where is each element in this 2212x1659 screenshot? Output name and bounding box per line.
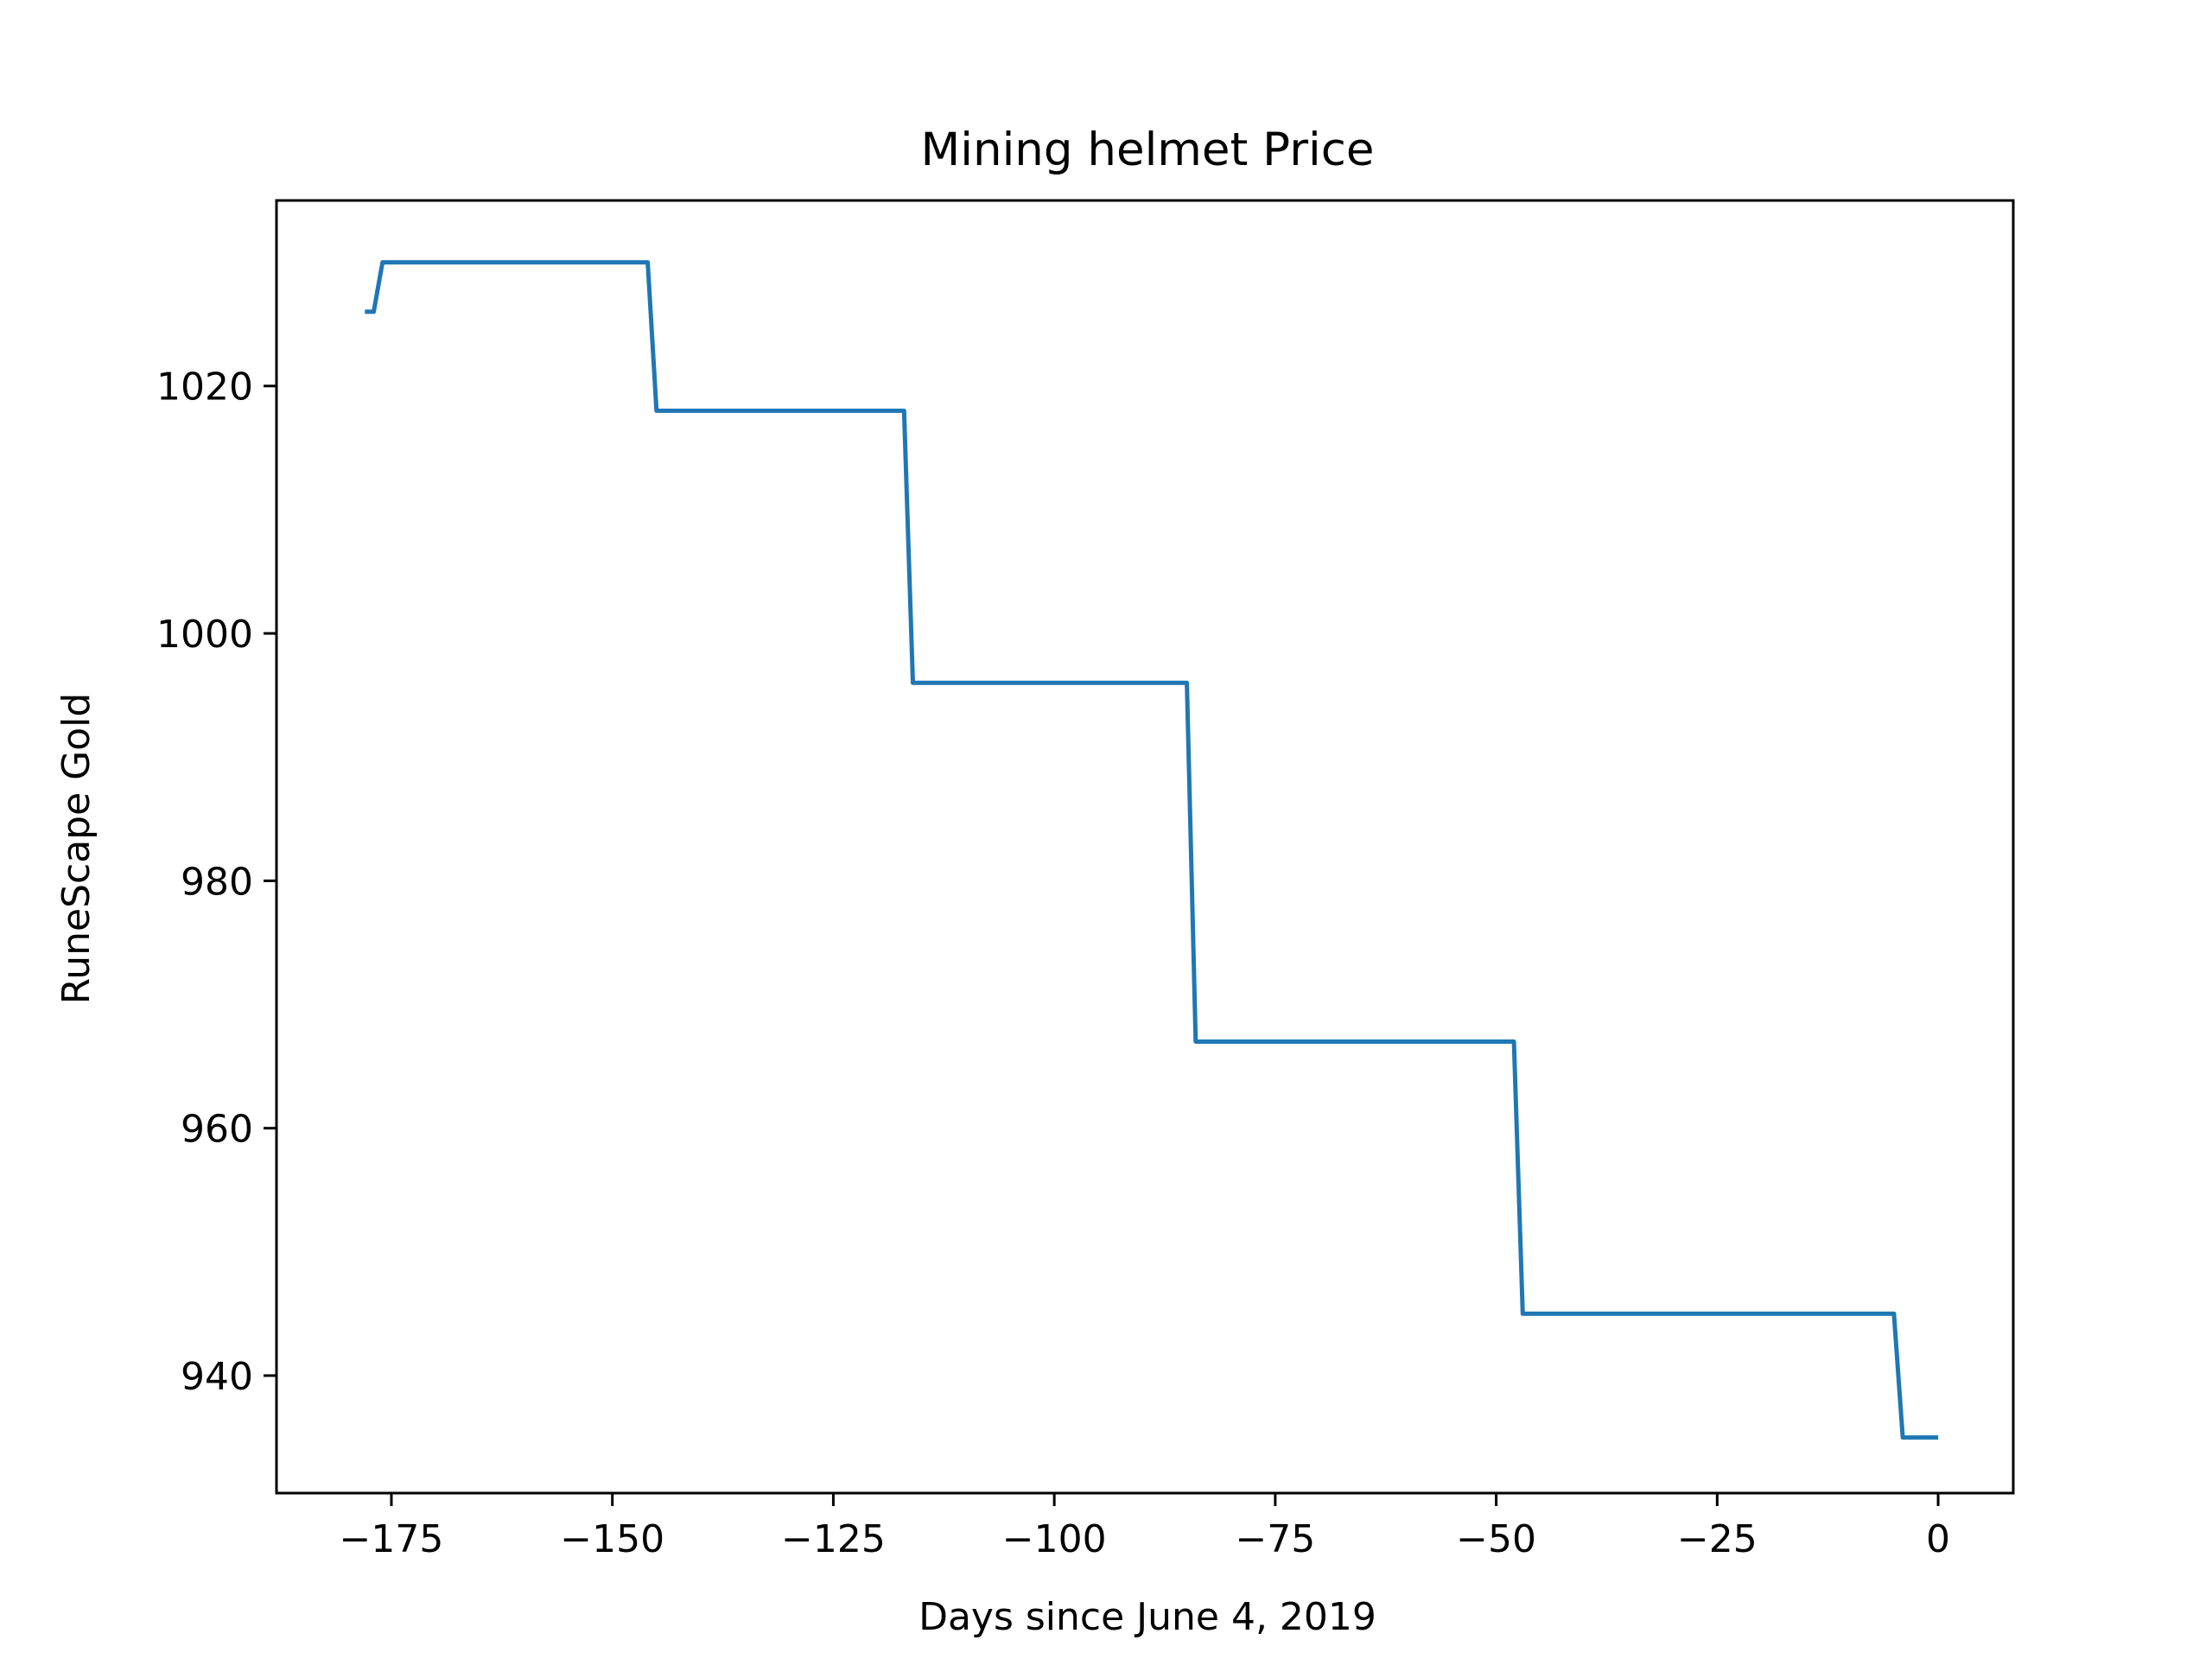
y-tick-label: 940 bbox=[181, 1355, 253, 1399]
x-tick-label: −50 bbox=[1456, 1517, 1536, 1561]
y-tick-label: 980 bbox=[181, 860, 253, 904]
x-tick-label: −125 bbox=[781, 1517, 886, 1561]
series-line-0 bbox=[365, 260, 1939, 1440]
plot-area bbox=[365, 260, 1939, 1440]
x-axis-ticks: −175 −150 −125 −100 −75 −50 −25 0 bbox=[340, 1493, 1950, 1561]
x-axis-label: Days since June 4, 2019 bbox=[918, 1595, 1376, 1639]
x-tick-label: 0 bbox=[1926, 1517, 1950, 1561]
x-tick-label: −175 bbox=[340, 1517, 444, 1561]
y-tick-label: 1000 bbox=[156, 613, 253, 657]
x-tick-label: −75 bbox=[1235, 1517, 1315, 1561]
y-tick-label: 960 bbox=[181, 1108, 253, 1152]
x-tick-label: −150 bbox=[560, 1517, 664, 1561]
x-tick-label: −100 bbox=[1002, 1517, 1107, 1561]
y-axis-label: RuneScape Gold bbox=[54, 693, 99, 1005]
y-axis-ticks: 940 960 980 1000 1020 bbox=[156, 365, 276, 1399]
axes-frame bbox=[275, 199, 2015, 1495]
x-tick-label: −25 bbox=[1677, 1517, 1758, 1561]
y-tick-label: 1020 bbox=[156, 365, 253, 410]
chart-title: Mining helmet Price bbox=[921, 124, 1375, 176]
